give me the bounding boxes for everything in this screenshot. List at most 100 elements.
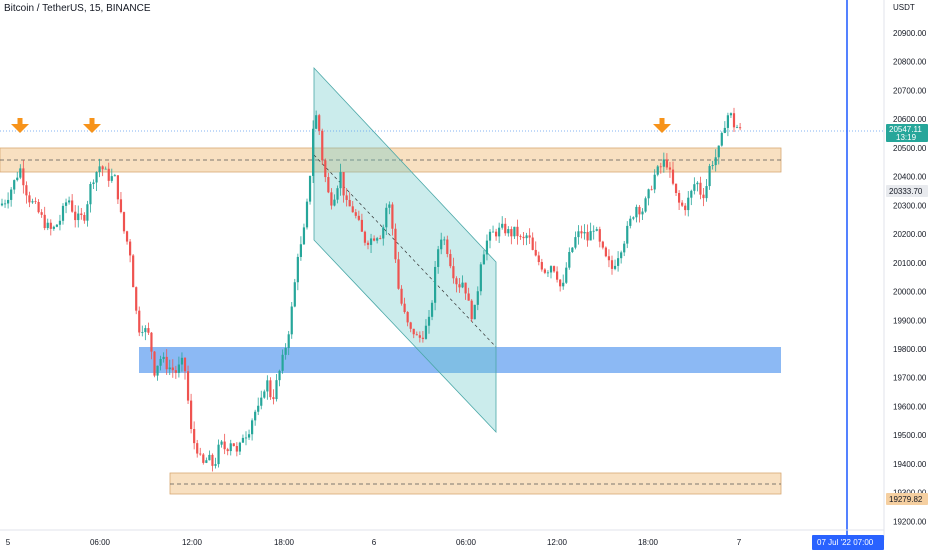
candle-body (574, 237, 577, 248)
candle-body (312, 128, 315, 176)
candle-body (702, 194, 705, 199)
candle-body (202, 454, 205, 463)
candle-body (592, 230, 595, 232)
candle-body (549, 266, 553, 273)
candle-body (226, 449, 229, 452)
support-price-value: 19279.82 (889, 495, 923, 504)
candle-body (382, 227, 385, 239)
candle-body (507, 229, 510, 234)
candle-body (119, 199, 123, 213)
candle-body (415, 334, 418, 336)
candle-body (193, 429, 196, 444)
resistance-zone[interactable] (0, 147, 782, 173)
candle-body (22, 168, 25, 186)
candle-body (351, 206, 354, 213)
candle-body (171, 367, 174, 371)
candle-body (180, 357, 184, 365)
candle-body (385, 207, 388, 228)
candle-body (391, 204, 394, 229)
candle-body (186, 371, 190, 401)
crosshair-time-tag: 07 Jul '22 07:00 (812, 535, 884, 550)
price-tick-label: 20800.00 (893, 58, 927, 67)
candle-body (705, 186, 708, 199)
candle-body (458, 284, 461, 288)
candle-body (693, 184, 696, 191)
candle-body (571, 247, 574, 253)
down-arrow-icon (653, 118, 671, 133)
candle-body (525, 235, 528, 239)
candle-body (440, 239, 443, 250)
candle-body (662, 159, 665, 167)
candle-body (714, 157, 717, 166)
support-zone[interactable] (169, 472, 782, 495)
last-price-value: 20547.11 (889, 125, 922, 134)
candle-body (190, 400, 193, 430)
candle-body (534, 249, 537, 256)
candle-body (86, 204, 89, 221)
candle-body (681, 202, 684, 206)
candle-body (43, 214, 46, 229)
level-price-tag: 20333.70 (886, 185, 928, 197)
candle-body (269, 380, 272, 398)
candle-body (678, 193, 681, 203)
candle-body (244, 437, 248, 439)
candle-body (437, 249, 440, 267)
candle-body (656, 166, 659, 175)
candle-body (302, 227, 306, 245)
time-tick-label: 06:00 (456, 538, 477, 547)
candle-body (235, 446, 238, 452)
candle-body (699, 182, 702, 195)
candle-body (522, 236, 525, 239)
descending-channel[interactable] (313, 66, 497, 434)
candle-body (726, 115, 729, 128)
candle-body (674, 183, 678, 194)
candle-body (315, 115, 318, 129)
candle-body (333, 199, 336, 206)
candle-body (132, 255, 135, 288)
candle-body (305, 201, 309, 228)
candle-body (7, 199, 10, 204)
time-tick-label: 6 (372, 538, 377, 547)
candle-body (342, 172, 345, 196)
price-tick-label: 20300.00 (893, 201, 927, 210)
price-axis[interactable]: USDT 20900.0020800.0020700.0020600.00205… (883, 0, 927, 540)
candle-body (598, 229, 601, 242)
candle-body (25, 185, 28, 196)
candle-body (214, 464, 217, 466)
candle-body (125, 231, 129, 242)
price-axis-currency: USDT (893, 3, 915, 12)
candle-body (19, 168, 22, 178)
candle-body (586, 231, 589, 241)
candle-body (479, 264, 482, 292)
candle-body (491, 231, 495, 233)
candle-body (589, 231, 592, 241)
candle-body (144, 328, 147, 333)
candle-body (400, 288, 403, 304)
price-tick-label: 19400.00 (893, 460, 927, 469)
time-axis[interactable]: 5 06:00 12:00 18:00 6 06:00 12:00 18:00 7 (0, 529, 884, 547)
price-tick-label: 19800.00 (893, 345, 927, 354)
candle-body (732, 113, 736, 128)
candle-body (49, 222, 52, 229)
candle-body (165, 356, 168, 370)
candle-body (336, 188, 339, 200)
price-tick-label: 20600.00 (893, 115, 927, 124)
candle-body (537, 255, 540, 263)
candle-body (83, 214, 86, 221)
candle-body (232, 443, 235, 447)
candle-body (138, 310, 141, 333)
candle-body (373, 238, 376, 241)
demand-zone[interactable] (139, 347, 781, 373)
candle-body (607, 256, 611, 261)
price-tick-label: 20100.00 (893, 259, 927, 268)
time-tick-label: 5 (6, 538, 11, 547)
down-arrow-icon (83, 118, 101, 133)
candle-body (55, 224, 58, 227)
candle-body (293, 282, 296, 307)
candle-body (495, 231, 498, 237)
candle-body (531, 237, 534, 250)
candle-body (635, 206, 638, 218)
candle-body (318, 115, 321, 131)
